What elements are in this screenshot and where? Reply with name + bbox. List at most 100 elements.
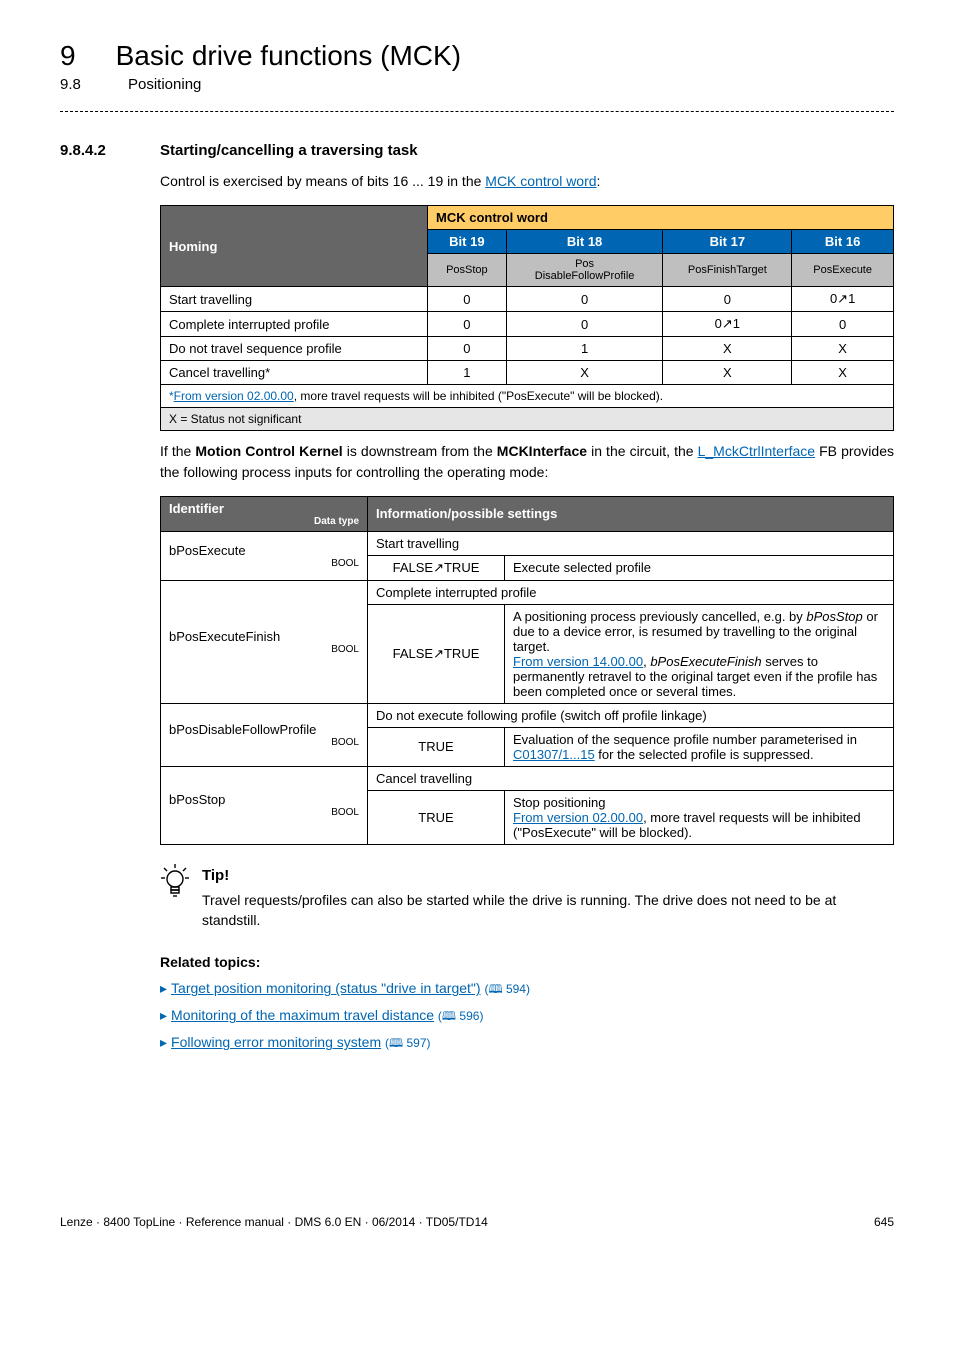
t2-r2-k: TRUE <box>368 727 505 766</box>
t1-r1-label: Complete interrupted profile <box>161 312 428 337</box>
intro-text-post: : <box>597 173 601 189</box>
t2-r0-dtype: BOOL <box>169 558 359 569</box>
t1-r0-c2: 0 <box>663 287 792 312</box>
t2-r2-vlink[interactable]: C01307/1...15 <box>513 747 595 762</box>
t1-sub-0: PosStop <box>428 254 507 287</box>
identifier-settings-table: Identifier Data type Information/possibl… <box>160 496 894 845</box>
tip-block: Tip! Travel requests/profiles can also b… <box>160 863 894 931</box>
t1-group-header: MCK control word <box>428 206 894 230</box>
footer-page-number: 645 <box>874 1215 894 1229</box>
t1-r2-c0: 0 <box>428 337 507 361</box>
intro-text-pre: Control is exercised by means of bits 16… <box>160 173 485 189</box>
related-link-1[interactable]: Monitoring of the maximum travel distanc… <box>171 1007 434 1023</box>
t1-footnote-post: , more travel requests will be inhibited… <box>294 389 663 403</box>
p2-b1: Motion Control Kernel <box>195 443 342 459</box>
t2-r0-id: bPosExecute <box>169 543 246 558</box>
t2-r2-dtype: BOOL <box>169 737 359 748</box>
t2-r2-vpost: for the selected profile is suppressed. <box>595 747 814 762</box>
t1-r2-label: Do not travel sequence profile <box>161 337 428 361</box>
p2-pre: If the <box>160 443 195 459</box>
t1-footnote-row: *From version 02.00.00, more travel requ… <box>161 385 894 408</box>
page-ref-2: (🕮 597) <box>385 1036 431 1050</box>
sub-title: Positioning <box>128 76 201 93</box>
page-ref-0: (🕮 594) <box>484 982 530 996</box>
t2-r0-v: Execute selected profile <box>505 555 894 580</box>
t2-r2-id: bPosDisableFollowProfile <box>169 722 316 737</box>
t1-r0-label: Start travelling <box>161 287 428 312</box>
p2-post1: in the circuit, the <box>587 443 698 459</box>
t1-r2-c3: X <box>792 337 894 361</box>
table-row: bPosExecuteFinish BOOL Complete interrup… <box>161 580 894 604</box>
t1-r3-label: Cancel travelling* <box>161 361 428 385</box>
t1-legend-row: X = Status not significant <box>161 408 894 431</box>
t1-r3-c2: X <box>663 361 792 385</box>
page-num-2: 597 <box>406 1036 426 1050</box>
p2-b2: MCKInterface <box>497 443 587 459</box>
t2-r2-vpre: Evaluation of the sequence profile numbe… <box>513 732 857 747</box>
t2-r1-k: FALSE↗TRUE <box>368 604 505 703</box>
t1-bit-17: Bit 17 <box>663 230 792 254</box>
t1-legend: X = Status not significant <box>161 408 894 431</box>
page-num-0: 594 <box>506 982 526 996</box>
table-row: Start travelling 0 0 0 0↗1 <box>161 287 894 312</box>
chapter-heading: 9 Basic drive functions (MCK) <box>60 40 894 72</box>
section-title: Starting/cancelling a traversing task <box>160 142 418 159</box>
chapter-number: 9 <box>60 40 76 72</box>
t2-r1-header: Complete interrupted profile <box>368 580 894 604</box>
t2-col2-header: Information/possible settings <box>368 496 894 531</box>
mck-control-word-link[interactable]: MCK control word <box>485 173 596 189</box>
t1-r2-c1: 1 <box>506 337 663 361</box>
table-row: Complete interrupted profile 0 0 0↗1 0 <box>161 312 894 337</box>
t2-r3-vpre: Stop positioning <box>513 795 606 810</box>
chapter-title: Basic drive functions (MCK) <box>116 40 461 72</box>
sub-number: 9.8 <box>60 76 88 93</box>
related-item-2: ▸Following error monitoring system (🕮 59… <box>160 1034 894 1055</box>
t1-r3-c1: X <box>506 361 663 385</box>
arrow-icon: ▸ <box>160 980 167 996</box>
table-row: bPosDisableFollowProfile BOOL Do not exe… <box>161 703 894 727</box>
related-link-0[interactable]: Target position monitoring (status "driv… <box>171 980 481 996</box>
t1-bit-18: Bit 18 <box>506 230 663 254</box>
t1-r1-c3: 0 <box>792 312 894 337</box>
related-topics-heading: Related topics: <box>160 954 894 970</box>
t1-left-header: Homing <box>161 206 428 287</box>
divider-dashed <box>60 111 894 112</box>
t2-r3-k: TRUE <box>368 790 505 844</box>
t1-r1-c1: 0 <box>506 312 663 337</box>
t1-footnote-link[interactable]: From version 02.00.00 <box>174 389 294 403</box>
related-item-1: ▸Monitoring of the maximum travel distan… <box>160 1007 894 1028</box>
related-link-2[interactable]: Following error monitoring system <box>171 1034 381 1050</box>
t2-col1-sub: Data type <box>169 516 359 527</box>
t2-r2-v: Evaluation of the sequence profile numbe… <box>505 727 894 766</box>
t2-r0-header: Start travelling <box>368 531 894 555</box>
t1-r2-c2: X <box>663 337 792 361</box>
t2-r1-vi: bPosStop <box>806 609 862 624</box>
page-footer: Lenze · 8400 TopLine · Reference manual … <box>60 1215 894 1229</box>
t2-col1-header: Identifier <box>169 501 224 516</box>
t2-r3-v: Stop positioning From version 02.00.00, … <box>505 790 894 844</box>
t2-r3-id: bPosStop <box>169 792 225 807</box>
tip-text: Travel requests/profiles can also be sta… <box>202 890 894 931</box>
t1-r0-c0: 0 <box>428 287 507 312</box>
t2-r1-vi2: bPosExecuteFinish <box>650 654 761 669</box>
t2-r0-k: FALSE↗TRUE <box>368 555 505 580</box>
t1-r3-c3: X <box>792 361 894 385</box>
t1-bit-19: Bit 19 <box>428 230 507 254</box>
t2-r3-vlink[interactable]: From version 02.00.00 <box>513 810 643 825</box>
mck-control-word-table: Homing MCK control word Bit 19 Bit 18 Bi… <box>160 205 894 431</box>
table-row: bPosExecute BOOL Start travelling <box>161 531 894 555</box>
t1-r1-c0: 0 <box>428 312 507 337</box>
page-num-1: 596 <box>459 1009 479 1023</box>
table-row: Cancel travelling* 1 X X X <box>161 361 894 385</box>
page-ref-1: (🕮 596) <box>438 1009 484 1023</box>
t2-r1-vlink[interactable]: From version 14.00.00 <box>513 654 643 669</box>
l-mckctrlinterface-link[interactable]: L_MckCtrlInterface <box>698 443 815 459</box>
t2-r1-v: A positioning process previously cancell… <box>505 604 894 703</box>
paragraph-2: If the Motion Control Kernel is downstre… <box>160 441 894 482</box>
t2-r1-dtype: BOOL <box>169 644 359 655</box>
t1-sub-3: PosExecute <box>792 254 894 287</box>
t1-r3-c0: 1 <box>428 361 507 385</box>
section-number: 9.8.4.2 <box>60 142 130 159</box>
tip-label: Tip! <box>202 867 894 884</box>
t1-bit-16: Bit 16 <box>792 230 894 254</box>
